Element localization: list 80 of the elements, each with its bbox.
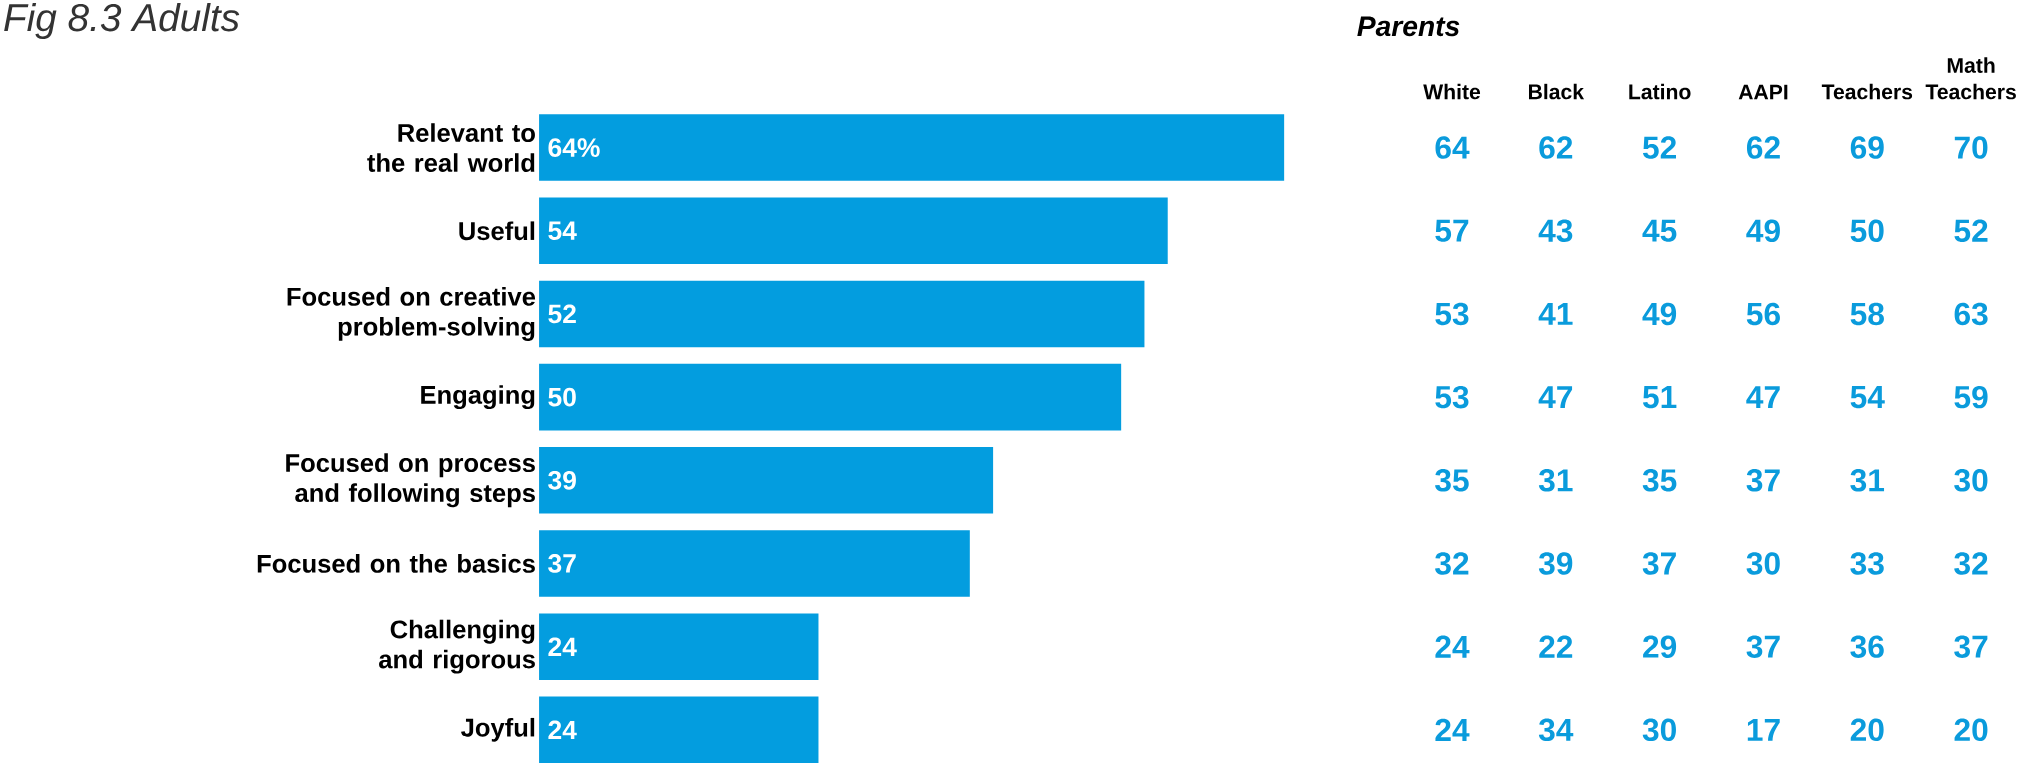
- data-label: 54: [1850, 385, 1885, 408]
- data-label: 45: [1642, 219, 1677, 242]
- y-tick-label: Focused on the basics: [257, 553, 535, 573]
- text: Fig 8.3 Adults: [4, 2, 240, 39]
- data-label: 53: [1435, 302, 1469, 326]
- data-label: 49: [1746, 219, 1780, 242]
- y-tick-label: Joyful: [461, 717, 535, 742]
- data-label: 62: [1539, 136, 1573, 159]
- data-label: 52: [1642, 136, 1676, 159]
- bar: [539, 446, 994, 514]
- x-tick-label: Black: [1528, 83, 1585, 100]
- data-label: 36: [1850, 635, 1884, 658]
- data-label: 37: [1642, 552, 1676, 575]
- data-label: 53: [1435, 385, 1469, 409]
- data-label: 39: [1538, 552, 1573, 575]
- data-label: 52: [548, 304, 576, 324]
- bar: [539, 696, 819, 763]
- data-label: 35: [1642, 468, 1677, 492]
- data-label: 54: [548, 221, 577, 240]
- chart-title: Parents: [1357, 16, 1460, 36]
- data-label: 37: [1954, 635, 1988, 658]
- y-tick-label: Useful: [459, 221, 535, 240]
- data-label: 35: [1435, 468, 1469, 492]
- data-label: 59: [1954, 385, 1988, 409]
- data-label: 41: [1538, 302, 1573, 325]
- data-label: 29: [1643, 635, 1677, 658]
- data-label: 50: [1850, 219, 1884, 242]
- data-label: 56: [1746, 302, 1780, 325]
- data-label: 62: [1746, 136, 1780, 159]
- data-label: 63: [1954, 302, 1988, 326]
- x-tick-label: AAPI: [1738, 84, 1788, 100]
- data-label: 30: [1746, 552, 1780, 575]
- data-label: 22: [1539, 635, 1573, 658]
- data-label: 31: [1850, 468, 1885, 492]
- data-label: 70: [1954, 136, 1988, 159]
- data-label: 47: [1538, 386, 1573, 408]
- data-label: 24: [548, 637, 577, 656]
- data-label: 37: [1746, 635, 1780, 658]
- data-label: 30: [1642, 718, 1676, 741]
- bar: [539, 114, 1285, 181]
- data-label: 33: [1850, 552, 1884, 575]
- y-tick-label: Focused on process and following steps: [286, 453, 535, 508]
- data-label: 37: [548, 553, 576, 573]
- y-tick-label: Engaging: [421, 384, 535, 409]
- y-tick-label: Focused on creative problem-solving: [287, 286, 536, 341]
- data-label: 24: [1435, 635, 1470, 658]
- x-tick-label: Latino: [1629, 83, 1691, 100]
- data-label: 20: [1850, 718, 1884, 741]
- bar: [539, 530, 970, 597]
- data-label: 43: [1538, 219, 1573, 242]
- bar: [539, 197, 1168, 264]
- data-label: 32: [1435, 552, 1469, 575]
- data-label: 47: [1746, 386, 1780, 408]
- data-label: 37: [1746, 468, 1780, 492]
- y-tick-label: Challenging and rigorous: [379, 619, 535, 674]
- data-label: 58: [1850, 302, 1884, 325]
- data-label: 52: [1954, 219, 1988, 242]
- x-tick-label: Teachers: [1821, 83, 1913, 100]
- x-tick-label: Math Teachers: [1925, 57, 2016, 100]
- data-label: 39: [548, 470, 576, 490]
- data-label: 31: [1538, 468, 1573, 492]
- data-label: 64%: [548, 138, 600, 157]
- data-label: 51: [1642, 385, 1677, 408]
- data-label: 24: [1435, 718, 1470, 741]
- data-label: 30: [1954, 468, 1988, 492]
- x-tick-label: White: [1423, 83, 1481, 100]
- bar: [539, 363, 1122, 431]
- data-label: 49: [1642, 302, 1677, 325]
- data-label: 64: [1435, 136, 1470, 159]
- y-tick-label: Relevant to the real world: [367, 123, 535, 172]
- data-label: 69: [1850, 136, 1884, 159]
- data-label: 50: [548, 387, 576, 407]
- data-label: 34: [1538, 718, 1574, 741]
- bar: [539, 613, 819, 680]
- data-label: 20: [1954, 718, 1988, 741]
- data-label: 17: [1747, 718, 1780, 741]
- bar: [539, 280, 1145, 348]
- data-label: 32: [1954, 552, 1988, 575]
- data-label: 57: [1435, 219, 1469, 242]
- data-label: 24: [548, 720, 577, 739]
